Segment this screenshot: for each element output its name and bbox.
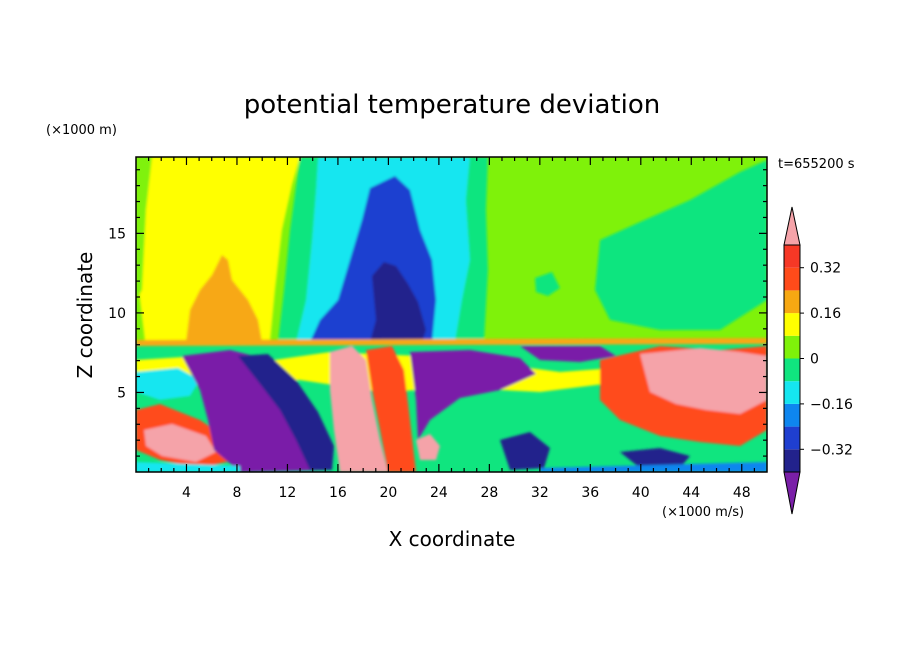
- colorbar: 0.32 0.16 0 −0.16 −0.32: [783, 206, 853, 515]
- x-tick-label: 16: [329, 485, 347, 501]
- region-upper-teal-right: [595, 160, 767, 330]
- colorbar-label: −0.16: [810, 397, 853, 413]
- y-unit-label: (×1000 m): [46, 123, 117, 138]
- x-unit-label: (×1000 m/s): [662, 505, 744, 520]
- region-lower-purple-center: [410, 350, 536, 440]
- x-tick-label: 40: [632, 485, 650, 501]
- colorbar-segment: [784, 267, 800, 291]
- x-tick-label: 32: [531, 485, 549, 501]
- region-lower-blue-bottom: [540, 462, 767, 472]
- region-lower-navy-bottom-right: [620, 448, 690, 468]
- region-upper-orange-strip: [136, 338, 767, 346]
- x-tick-label: 28: [480, 485, 498, 501]
- region-lower-pink-left: [144, 424, 216, 462]
- x-tick-label: 24: [430, 485, 448, 501]
- region-lower-purple-right: [520, 346, 616, 362]
- region-lower-purple-left: [182, 350, 332, 472]
- colorbar-extend-min: [783, 471, 801, 515]
- region-lower-cyan-left: [136, 368, 200, 400]
- x-tick-label: 48: [733, 485, 751, 501]
- colorbar-segment: [784, 381, 800, 404]
- region-lower-navy-mid: [500, 432, 550, 470]
- colorbar-segment: [784, 403, 800, 427]
- region-lower-cyan-bottom: [136, 462, 240, 472]
- region-upper-cyan-green-edge: [278, 157, 318, 342]
- region-upper-teal-patch: [535, 272, 560, 296]
- region-lower-pink-center: [330, 346, 388, 472]
- x-tick-label: 36: [581, 485, 599, 501]
- region-upper-right-teal: [455, 157, 488, 342]
- region-lower-pink-right: [640, 348, 767, 414]
- colorbar-segment: [784, 313, 800, 336]
- colorbar-segment: [784, 449, 800, 472]
- region-lower-navy-left: [238, 354, 334, 470]
- x-tick-label: 4: [182, 485, 191, 501]
- y-tick-label: 10: [108, 306, 126, 322]
- region-lower-red-center: [366, 346, 416, 472]
- time-label: t=655200 s: [778, 157, 855, 172]
- x-tick-label: 12: [279, 485, 297, 501]
- region-upper-left-green: [136, 157, 152, 300]
- colorbar-label: 0.32: [810, 261, 841, 277]
- x-tick-label: 20: [379, 485, 397, 501]
- x-axis-label: X coordinate: [389, 527, 516, 551]
- x-tick-label: 44: [682, 485, 700, 501]
- y-tick-label: 5: [117, 385, 126, 401]
- colorbar-segment: [784, 245, 800, 268]
- colorbar-segment: [784, 290, 800, 314]
- region-upper-navy: [370, 262, 426, 342]
- region-upper-yellow: [136, 157, 300, 342]
- colorbar-label: 0.16: [810, 306, 841, 322]
- x-axis: 4 8 12 16 20 24 28 32 36 40 44 48: [148, 157, 755, 501]
- colorbar-segment: [784, 335, 800, 359]
- y-tick-label: 15: [108, 226, 126, 242]
- colorbar-label: −0.32: [810, 442, 853, 458]
- region-upper-orange: [186, 255, 262, 342]
- colorbar-extend-max: [783, 206, 801, 246]
- colorbar-segment: [784, 358, 800, 382]
- y-axis-label: Z coordinate: [73, 252, 97, 379]
- y-axis: 5 10 15: [108, 169, 767, 457]
- heatmap-field: [136, 157, 767, 472]
- colorbar-label: 0: [810, 352, 819, 368]
- x-tick-label: 8: [232, 485, 241, 501]
- colorbar-segment: [784, 426, 800, 450]
- chart-title: potential temperature deviation: [244, 90, 660, 120]
- region-lower-pink-small: [416, 434, 440, 460]
